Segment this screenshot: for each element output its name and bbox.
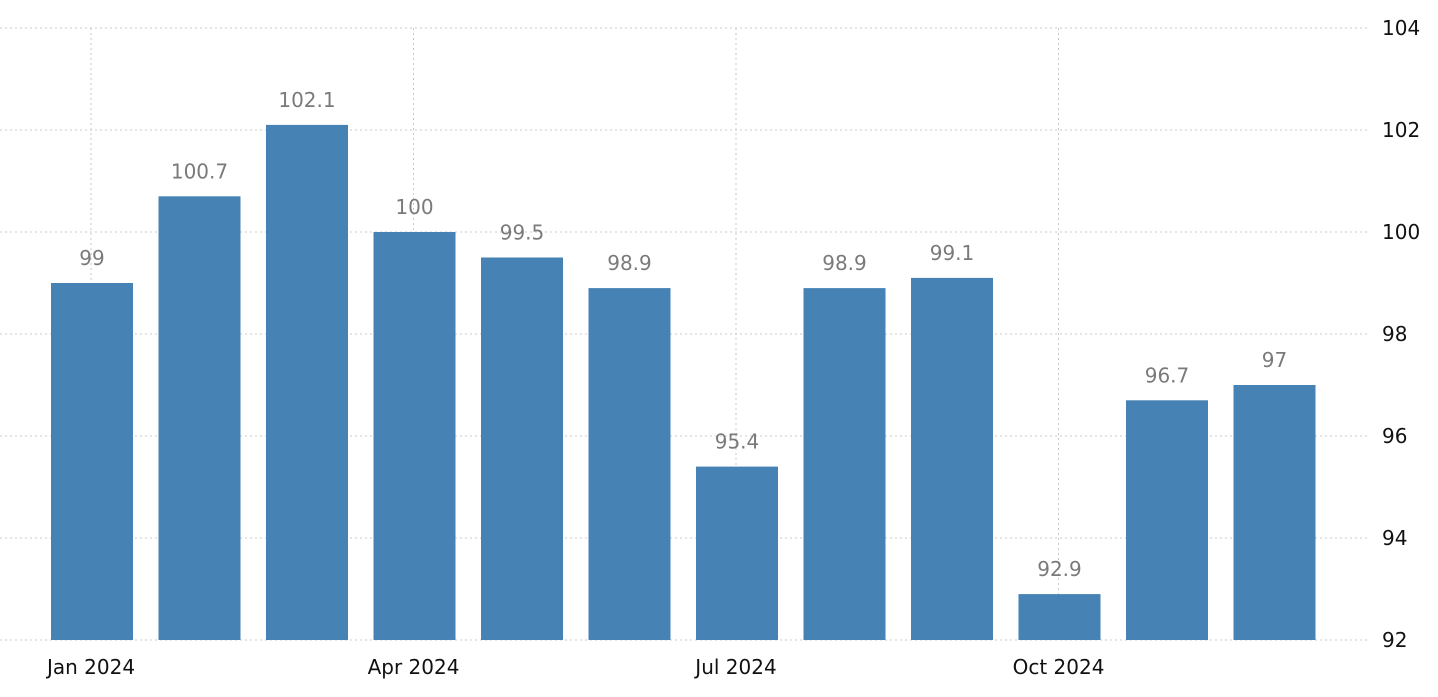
- bar: [373, 232, 456, 640]
- data-label: 96.7: [1145, 363, 1190, 387]
- y-tick-label: 102: [1382, 118, 1420, 142]
- y-tick-label: 100: [1382, 220, 1420, 244]
- y-tick-label: 98: [1382, 322, 1407, 346]
- bars: [51, 124, 1316, 641]
- data-label: 99.5: [500, 221, 545, 245]
- y-tick-label: 104: [1382, 16, 1420, 40]
- x-axis-ticks: Jan 2024 Apr 2024 Jul 2024 Oct 2024: [45, 655, 1104, 679]
- data-label: 102.1: [278, 88, 335, 112]
- bar: [1233, 385, 1316, 640]
- x-tick-label: Oct 2024: [1013, 655, 1105, 679]
- bar: [588, 288, 671, 640]
- data-label: 95.4: [715, 430, 760, 454]
- y-tick-label: 92: [1382, 628, 1407, 652]
- data-label: 92.9: [1037, 557, 1082, 581]
- bar: [696, 466, 778, 640]
- x-tick-label: Jul 2024: [693, 655, 776, 679]
- bar: [266, 124, 348, 640]
- y-axis-ticks: 92 94 96 98 100 102 104: [1382, 16, 1420, 652]
- bar: [1126, 400, 1208, 640]
- bar: [481, 257, 563, 640]
- bar: [803, 288, 886, 640]
- data-label: 99: [79, 246, 104, 270]
- bar: [911, 277, 993, 640]
- bar: [1018, 594, 1101, 640]
- data-label: 98.9: [607, 251, 652, 275]
- data-label: 99.1: [930, 241, 975, 265]
- y-tick-label: 96: [1382, 424, 1407, 448]
- data-label: 100.7: [171, 159, 228, 183]
- bar: [51, 283, 133, 640]
- data-label: 98.9: [822, 251, 867, 275]
- data-label: 97: [1262, 348, 1287, 372]
- y-tick-label: 94: [1382, 526, 1407, 550]
- data-label: 100: [395, 195, 433, 219]
- x-tick-label: Jan 2024: [45, 655, 135, 679]
- bar: [158, 196, 241, 641]
- x-tick-label: Apr 2024: [368, 655, 460, 679]
- data-labels: 99 100.7 102.1 100 99.5 98.9 95.4 98.9 99.1 92.9 9…: [79, 88, 1287, 581]
